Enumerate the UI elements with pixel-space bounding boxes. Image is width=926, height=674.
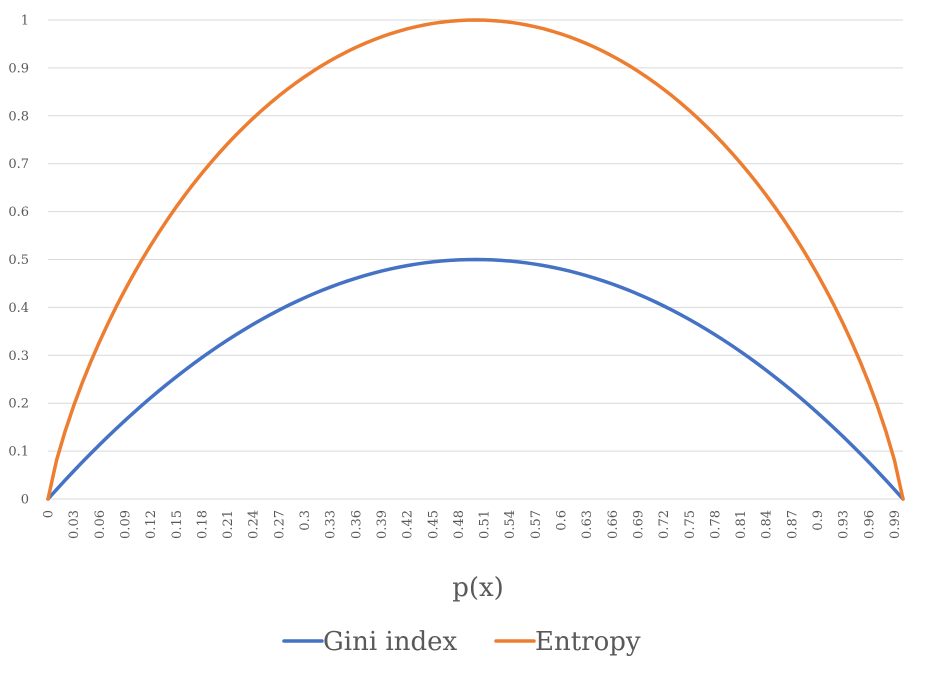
y-axis-tick-labels: 0 0.1 0.2 0.3 0.4 0.5 0.6 0.7 0.8 0.9 1 — [8, 14, 29, 508]
x-tick-label: 0.54 — [503, 510, 518, 539]
x-tick-label: 0.45 — [426, 510, 441, 539]
x-tick-label: 0.24 — [247, 510, 262, 539]
x-tick-label: 0.09 — [118, 510, 133, 539]
x-tick-label: 0.12 — [144, 510, 159, 539]
x-tick-label: 0.39 — [375, 510, 390, 539]
x-tick-label: 0.48 — [452, 510, 467, 539]
x-tick-label: 0.96 — [862, 510, 877, 539]
x-tick-label: 0.99 — [888, 510, 903, 539]
legend-label-entropy: Entropy — [535, 627, 641, 657]
y-tick-label: 0.1 — [8, 445, 29, 460]
x-tick-label: 0.21 — [221, 510, 236, 539]
legend-label-gini-index: Gini index — [323, 627, 458, 657]
x-tick-label: 0.6 — [555, 510, 570, 531]
x-tick-label: 0.57 — [529, 510, 544, 539]
x-tick-label: 0.81 — [734, 510, 749, 539]
series-lines — [46, 18, 905, 501]
y-tick-label: 1 — [21, 14, 29, 29]
series-line-gini-index — [46, 257, 905, 501]
x-tick-label: 0.42 — [401, 510, 416, 539]
x-tick-label: 0.15 — [170, 510, 185, 539]
x-tick-label: 0 — [42, 510, 57, 518]
x-tick-label: 0.33 — [324, 510, 339, 539]
x-tick-label: 0.27 — [272, 510, 287, 539]
x-axis-tick-labels: 0 0.03 0.06 0.09 0.12 0.15 0.18 0.21 0.24 0.27 0.3… — [42, 510, 903, 539]
x-tick-label: 0.51 — [478, 510, 493, 539]
x-tick-label: 0.93 — [837, 510, 852, 539]
x-tick-label: 0.36 — [349, 510, 364, 539]
x-tick-label: 0.78 — [708, 510, 723, 539]
legend: Gini index Entropy — [282, 627, 641, 657]
y-tick-label: 0.3 — [8, 349, 29, 364]
x-tick-label: 0.06 — [93, 510, 108, 539]
x-tick-label: 0.9 — [811, 510, 826, 531]
y-tick-label: 0.2 — [8, 397, 29, 412]
x-tick-label: 0.72 — [657, 510, 672, 539]
x-tick-label: 0.84 — [760, 510, 775, 539]
y-tick-label: 0.8 — [8, 109, 29, 124]
y-tick-label: 0.6 — [8, 205, 29, 220]
x-tick-label: 0.18 — [195, 510, 210, 539]
y-tick-label: 0.4 — [8, 301, 29, 316]
x-tick-label: 0.63 — [580, 510, 595, 539]
x-tick-label: 0.66 — [606, 510, 621, 539]
y-tick-label: 0.9 — [8, 61, 29, 76]
y-tick-label: 0.7 — [8, 157, 29, 172]
x-tick-label: 0.69 — [631, 510, 646, 539]
x-tick-label: 0.75 — [683, 510, 698, 539]
y-tick-label: 0.5 — [8, 253, 29, 268]
x-tick-label: 0.03 — [67, 510, 82, 539]
series-line-entropy — [46, 18, 905, 501]
x-tick-label: 0.87 — [785, 510, 800, 539]
y-tick-label: 0 — [21, 493, 29, 508]
x-tick-label: 0.3 — [298, 510, 313, 531]
x-axis-title: p(x) — [452, 573, 504, 603]
